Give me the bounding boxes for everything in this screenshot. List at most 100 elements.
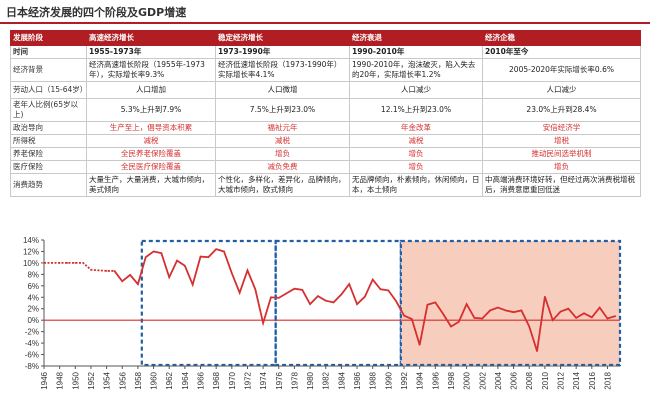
table-cell: 人口微增 [215, 81, 350, 99]
gdp-growth-chart: 14% 12% 10% 8% 6% 4% 2% 0% -2% -4% -6% -8%1946 1948 1… [23, 236, 622, 390]
data-point [614, 315, 617, 317]
table-cell: 人口减少 [349, 81, 483, 99]
data-point [450, 325, 452, 328]
page-title: 日本经济发展的四个阶段及GDP增速 [6, 6, 187, 19]
data-point [457, 321, 460, 323]
data-point [176, 259, 178, 262]
table-cell: 减税 [215, 134, 350, 148]
data-point [504, 309, 507, 312]
table-header-row: 发展阶段 高速经济增长 稳定经济增长 经济衰退 经济企稳 [10, 30, 641, 46]
row-label: 养老保险 [10, 147, 87, 161]
data-point [246, 269, 249, 272]
y-tick-label: 10% [23, 259, 39, 268]
data-point [575, 317, 577, 319]
data-point [254, 288, 257, 291]
x-tick-label: 1990 [384, 371, 393, 389]
table-row: 老年人比例(65岁以上) 5.3%上升到7.9% 7.5%上升到23.0% 12… [10, 98, 641, 122]
title-rule [0, 22, 650, 24]
data-point [293, 287, 296, 290]
y-tick-label: 14% [23, 236, 39, 245]
table-row: 时间 1955-1973年 1973-1990年 1990-2010年 2010… [10, 45, 641, 59]
table-cell: 减税 [349, 134, 483, 148]
data-point [324, 299, 327, 302]
data-point [489, 309, 491, 312]
table-cell: 减负免费 [215, 160, 350, 174]
table-row: 经济背景 经济高速增长阶段（1955年-1973年），实际增长率9.3% 经济低… [10, 58, 641, 82]
table-cell: 安倍经济学 [482, 121, 641, 135]
data-point [598, 306, 601, 309]
data-point [113, 270, 116, 272]
x-tick-label: 1976 [275, 371, 284, 389]
x-tick-label: 1954 [103, 371, 112, 389]
data-point [97, 269, 100, 272]
table-cell: 1990-2010年，泡沫破灭，陷入失去的20年，实际增长率1.2% [349, 58, 483, 82]
data-point [551, 319, 554, 321]
table-cell: 增负 [215, 147, 350, 161]
data-point [364, 295, 366, 298]
x-tick-label: 2018 [603, 371, 612, 389]
row-label: 时间 [10, 45, 87, 59]
row-label: 消费趋势 [10, 173, 87, 197]
y-tick-label: 6% [27, 282, 39, 291]
x-tick-label: 1956 [118, 371, 127, 389]
x-tick-label: 1966 [197, 371, 206, 389]
data-point [418, 344, 421, 346]
data-point [121, 280, 124, 283]
row-label: 劳动人口（15-64岁） [10, 81, 87, 99]
table-cell: 2010年至今 [482, 45, 641, 59]
table-cell: 增税 [482, 134, 641, 148]
y-tick-label: -8% [25, 362, 39, 371]
x-tick-label: 1978 [290, 371, 299, 389]
header-cell: 发展阶段 [10, 30, 87, 46]
data-point [434, 301, 437, 304]
data-point [528, 325, 531, 328]
x-tick-label: 1998 [447, 371, 456, 389]
table-cell: 1955-1973年 [86, 45, 216, 59]
data-point [591, 316, 593, 319]
data-point [43, 262, 45, 264]
y-tick-label: -2% [25, 328, 39, 337]
table-cell: 经济高速增长阶段（1955年-1973年），实际增长率9.3% [86, 58, 216, 82]
row-label: 医疗保险 [10, 160, 87, 174]
data-point [168, 276, 171, 279]
table-cell: 人口增加 [86, 81, 216, 99]
table-row: 养老保险 全民养老保险覆盖 增负 增负 推动民间选举机制 [10, 147, 641, 161]
data-point [152, 250, 155, 253]
table-cell: 生产至上，倡导资本积累 [86, 121, 216, 135]
table-cell: 5.3%上升到7.9% [86, 98, 216, 122]
y-tick-label: 12% [23, 247, 39, 256]
data-point [606, 317, 609, 320]
data-point [191, 283, 194, 286]
table-cell: 年金改革 [349, 121, 483, 135]
table-cell: 大量生产，大量消费，大城市倾向，美式倾向 [86, 173, 216, 197]
x-tick-label: 2006 [510, 371, 519, 389]
x-tick-label: 1994 [416, 371, 425, 389]
x-tick-label: 2010 [541, 371, 550, 389]
table-cell: 23.0%上升到28.4% [482, 98, 641, 122]
y-tick-label: -4% [25, 339, 39, 348]
x-tick-label: 2012 [557, 371, 566, 389]
table-cell: 1990-2010年 [349, 45, 483, 59]
data-point [137, 283, 139, 285]
data-point [512, 311, 515, 313]
data-point [356, 303, 358, 305]
header-cell: 经济企稳 [482, 30, 641, 46]
data-point [583, 312, 585, 315]
header-cell: 稳定经济增长 [215, 30, 350, 46]
y-tick-label: 0% [27, 316, 39, 325]
data-point [105, 270, 108, 272]
data-point [379, 288, 382, 291]
x-tick-label: 2008 [525, 371, 534, 389]
data-point [82, 262, 84, 264]
x-tick-label: 1948 [56, 371, 65, 389]
y-tick-label: -6% [25, 351, 39, 360]
table-row: 所得税 减税 减税 减税 增税 [10, 134, 641, 148]
table-row: 医疗保险 全民医疗保险覆盖 减负免费 增负 增负 [10, 160, 641, 174]
x-tick-label: 2002 [478, 371, 487, 389]
data-point [403, 314, 405, 317]
table-cell: 推动民间选举机制 [482, 147, 641, 161]
stage-region-2 [274, 239, 402, 367]
data-point [207, 256, 210, 258]
y-tick-label: 2% [27, 305, 39, 314]
data-point [520, 309, 523, 312]
